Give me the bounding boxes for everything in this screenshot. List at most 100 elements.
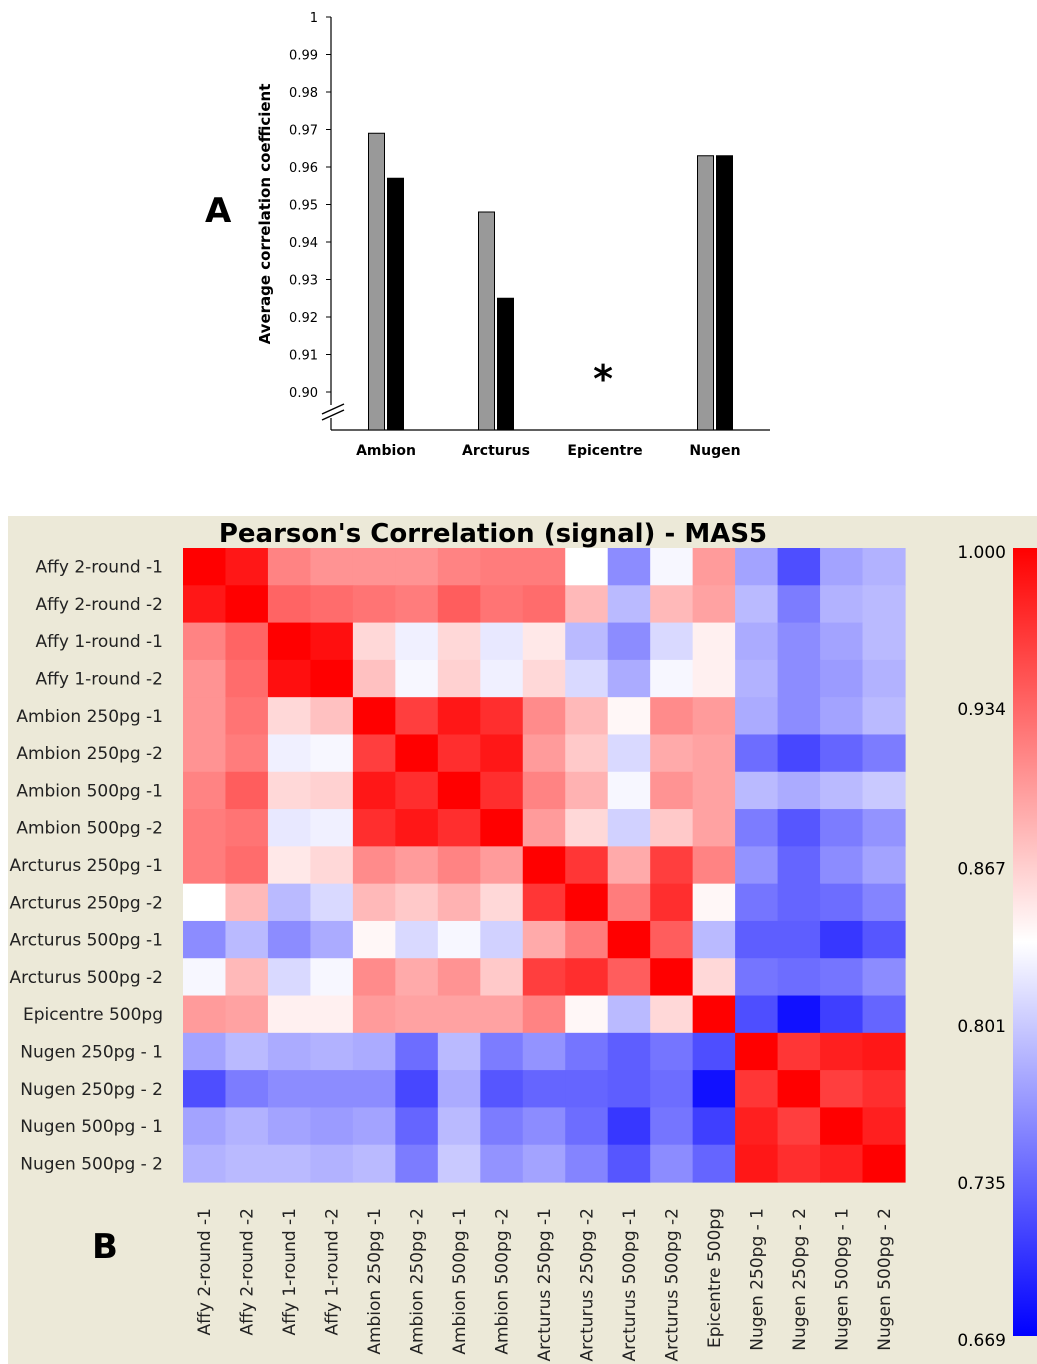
- heatmap-cell: [267, 1070, 312, 1109]
- heatmap-cell: [522, 1144, 566, 1183]
- heatmap-cell: [692, 1070, 736, 1109]
- heatmap-cell: [522, 846, 566, 885]
- heatmap-cell: [437, 1032, 481, 1071]
- heatmap-cell: [862, 585, 906, 624]
- y-tick-label: 0.95: [289, 199, 318, 214]
- heatmap-cell: [437, 958, 481, 997]
- y-tick-label: 0.96: [289, 161, 318, 176]
- heatmap-cell: [395, 920, 439, 959]
- heatmap-cell: [267, 771, 312, 810]
- heatmap-cell: [183, 846, 227, 885]
- heatmap-cell: [820, 1070, 864, 1109]
- heatmap-cell: [735, 548, 779, 586]
- heatmap-cell: [607, 734, 651, 773]
- heatmap-cell: [820, 846, 864, 885]
- heatmap-cell: [522, 958, 566, 997]
- heatmap-cell: [735, 1032, 779, 1071]
- row-label: Nugen 250pg - 2: [20, 1080, 163, 1100]
- heatmap-cell: [480, 771, 524, 810]
- heatmap-cell: [777, 697, 821, 736]
- colorbar: [1013, 548, 1037, 1336]
- heatmap-cell: [522, 883, 566, 922]
- bar-ambion-1: [368, 132, 385, 431]
- y-tick-label: 0.97: [289, 124, 318, 139]
- column-label: Arcturus 250pg -1: [535, 1208, 555, 1361]
- y-tick-label: 0.91: [289, 349, 318, 364]
- colorbar-tick-label: 0.934: [957, 700, 1006, 720]
- heatmap-cell: [522, 585, 566, 624]
- heatmap-cell: [310, 920, 354, 959]
- heatmap-cell: [183, 995, 227, 1034]
- heatmap-cell: [522, 697, 566, 736]
- heatmap-cell: [437, 697, 481, 736]
- heatmap-cell: [607, 585, 651, 624]
- heatmap-cell: [183, 809, 227, 847]
- category-label: Ambion: [356, 443, 416, 459]
- heatmap-cell: [395, 1107, 439, 1146]
- row-label: Ambion 500pg -1: [16, 781, 163, 801]
- heatmap-cell: [607, 697, 651, 736]
- heatmap-cell: [437, 846, 481, 885]
- heatmap-cell: [480, 697, 524, 736]
- heatmap-cell: [735, 622, 779, 661]
- heatmap-cell: [777, 659, 821, 698]
- heatmap-cell: [225, 585, 269, 624]
- heatmap-cell: [225, 548, 269, 586]
- heatmap-cell: [437, 920, 481, 959]
- colorbar-tick-label: 0.669: [957, 1331, 1006, 1351]
- category-label: Nugen: [689, 443, 740, 459]
- heatmap-cell: [565, 734, 609, 773]
- bar-nugen-1: [697, 155, 714, 431]
- row-label: Arcturus 250pg -2: [10, 893, 163, 913]
- heatmap-cell: [820, 995, 864, 1034]
- heatmap-cell: [352, 697, 396, 736]
- panel-b-letter: B: [92, 1227, 118, 1267]
- heatmap-cell: [777, 548, 821, 586]
- column-label: Ambion 250pg -1: [365, 1208, 385, 1355]
- heatmap-cell: [692, 920, 736, 959]
- heatmap-cell: [607, 1032, 651, 1071]
- row-label: Ambion 250pg -1: [16, 707, 163, 727]
- heatmap-cell: [565, 548, 609, 586]
- heatmap-cell: [267, 659, 312, 698]
- axis-break-mark: [321, 409, 345, 421]
- heatmap-cell: [862, 734, 906, 773]
- y-tick-labels: 1 0.99 0.98 0.97 0.96 0.95 0.94 0.93 0.92 0.91 0.9…: [289, 11, 331, 401]
- heatmap-cell: [352, 809, 396, 847]
- heatmap-cell: [650, 1032, 694, 1071]
- heatmap-cell: [735, 734, 779, 773]
- heatmap-cell: [352, 883, 396, 922]
- heatmap-cell: [183, 883, 227, 922]
- heatmap-cell: [480, 846, 524, 885]
- heatmap-cell: [267, 1032, 312, 1071]
- heatmap-cell: [862, 771, 906, 810]
- y-tick-label: 0.92: [289, 311, 318, 326]
- column-label: Nugen 500pg - 1: [832, 1208, 852, 1351]
- heatmap-cell: [395, 659, 439, 698]
- heatmap-cell: [183, 920, 227, 959]
- heatmap-cell: [692, 1144, 736, 1183]
- heatmap-cell: [352, 846, 396, 885]
- heatmap-cell: [225, 1144, 269, 1183]
- row-label: Affy 1-round -1: [36, 632, 163, 652]
- heatmap-cell: [777, 995, 821, 1034]
- heatmap-cell: [437, 659, 481, 698]
- heatmap-cell: [650, 734, 694, 773]
- heatmap-cell: [862, 883, 906, 922]
- heatmap-cell: [395, 734, 439, 773]
- heatmap-cell: [395, 1144, 439, 1183]
- heatmap-cell: [225, 1107, 269, 1146]
- category-labels: Ambion Arcturus Epicentre Nugen: [356, 443, 741, 459]
- heatmap-cell: [480, 1144, 524, 1183]
- y-tick-label: 0.98: [289, 86, 318, 101]
- heatmap-cell: [267, 809, 312, 847]
- heatmap-cell: [480, 734, 524, 773]
- heatmap-cell: [735, 771, 779, 810]
- heatmap-cell: [692, 809, 736, 847]
- column-label: Arcturus 500pg -2: [662, 1208, 682, 1361]
- axis-break-mark: [321, 403, 345, 415]
- heatmap-cell: [395, 995, 439, 1034]
- heatmap-cell: [650, 920, 694, 959]
- heatmap-cell: [820, 622, 864, 661]
- heatmap-cell: [183, 697, 227, 736]
